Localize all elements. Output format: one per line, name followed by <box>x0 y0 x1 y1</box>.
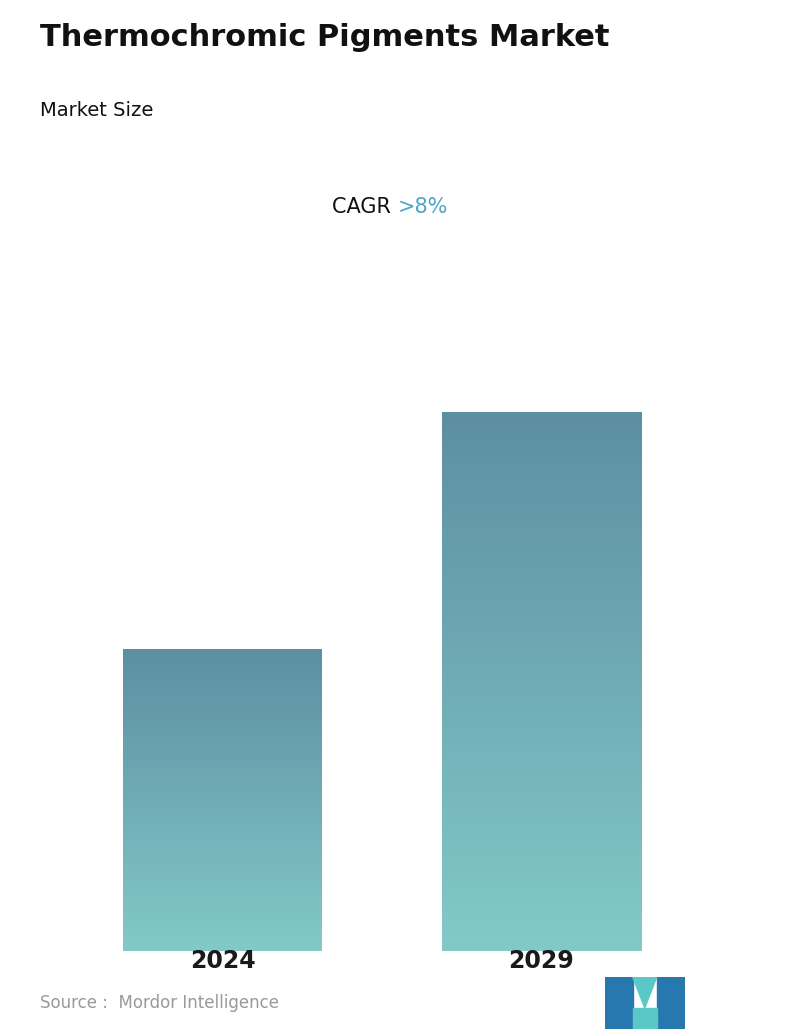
Polygon shape <box>633 1008 657 1029</box>
Text: Thermochromic Pigments Market: Thermochromic Pigments Market <box>40 23 609 52</box>
Polygon shape <box>605 977 633 1029</box>
Polygon shape <box>633 977 657 1008</box>
Text: Market Size: Market Size <box>40 101 153 120</box>
Text: 2029: 2029 <box>509 949 574 973</box>
Text: CAGR: CAGR <box>333 196 398 217</box>
Text: 2024: 2024 <box>190 949 256 973</box>
Text: >8%: >8% <box>398 196 448 217</box>
Polygon shape <box>657 977 685 1029</box>
Text: Source :  Mordor Intelligence: Source : Mordor Intelligence <box>40 994 279 1012</box>
